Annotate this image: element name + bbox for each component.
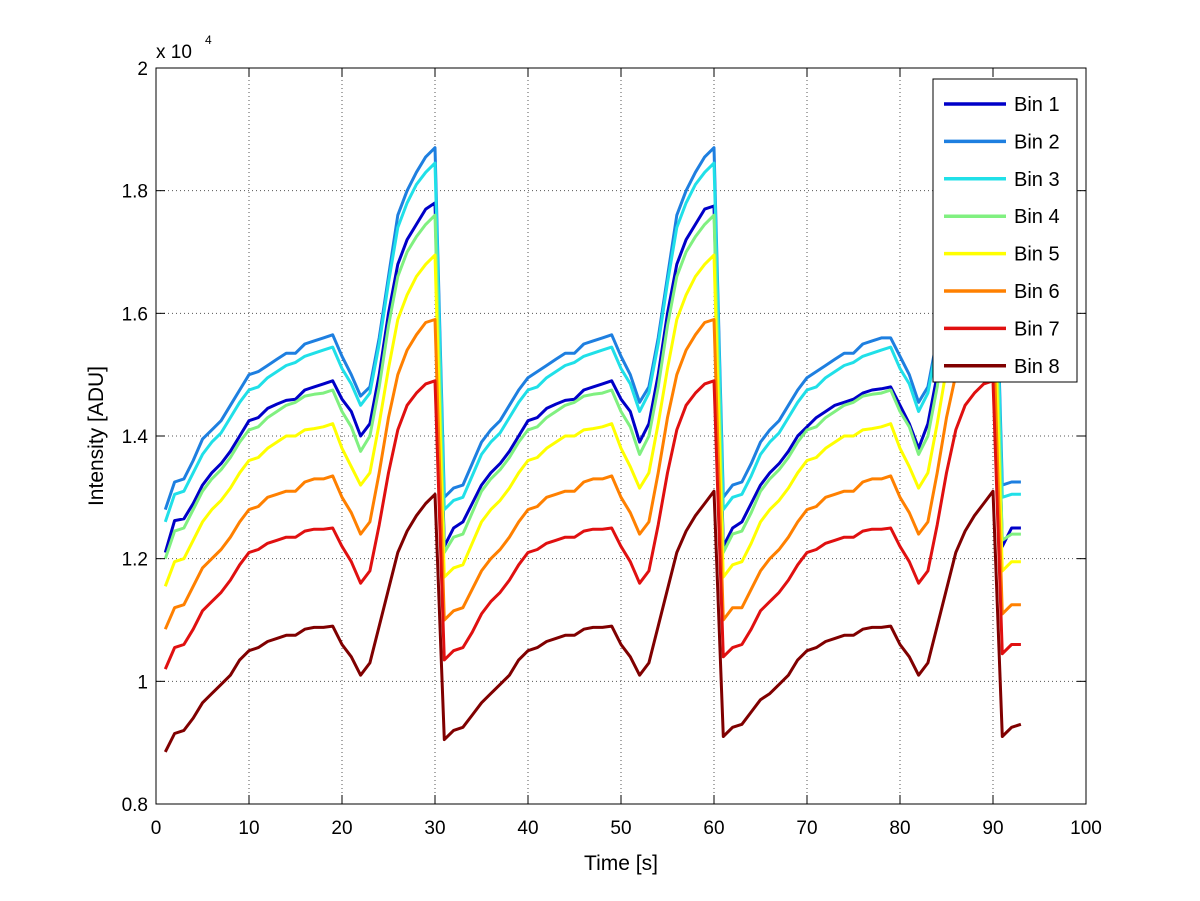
series-line-bin-8: [163, 489, 1022, 753]
series-line-bin-7: [163, 379, 1021, 670]
y-exponent-base: x 10: [156, 42, 192, 63]
x-tick-label: 10: [238, 818, 259, 839]
y-tick-label: 1.6: [122, 304, 148, 325]
y-axis-label: Intensity [ADU]: [85, 366, 108, 506]
grid-lines: [156, 68, 1086, 804]
x-tick-label: 80: [889, 818, 910, 839]
legend-label-bin-4: Bin 4: [1014, 206, 1060, 228]
y-tick-label: 1.4: [122, 427, 149, 448]
legend-label-bin-8: Bin 8: [1014, 356, 1060, 378]
x-tick-label: 20: [331, 818, 352, 839]
x-tick-label: 0: [151, 818, 162, 839]
series-line-bin-1: [163, 201, 1021, 553]
series-line-bin-4: [163, 213, 1021, 560]
y-tick-label: 1.8: [122, 182, 148, 203]
x-tick-label: 100: [1070, 818, 1102, 839]
x-tick-label: 30: [424, 818, 445, 839]
series-line-bin-3: [163, 161, 1021, 523]
x-tick-label: 90: [982, 818, 1003, 839]
y-tick-label: 0.8: [122, 795, 148, 816]
x-tick-label: 70: [796, 818, 817, 839]
x-tick-label: 50: [610, 818, 631, 839]
y-exponent-power: 4: [205, 33, 212, 47]
legend: Bin 1 Bin 2 Bin 3 Bin 4 Bin 5 Bin 6 Bin 7 Bin 8: [932, 78, 1078, 383]
legend-box: [932, 78, 1078, 383]
series-line-bin-6: [163, 318, 1021, 630]
legend-label-bin-7: Bin 7: [1014, 318, 1060, 340]
legend-label-bin-5: Bin 5: [1014, 244, 1060, 266]
x-tick-label: 40: [517, 818, 538, 839]
x-axis-label: Time [s]: [584, 852, 658, 875]
x-tick-label: 60: [703, 818, 724, 839]
legend-label-bin-1: Bin 1: [1014, 94, 1060, 116]
series-line-bin-2: [163, 146, 1021, 511]
y-tick-label: 2: [137, 59, 148, 80]
series-lines: [163, 146, 1022, 753]
series-line-bin-5: [163, 253, 1021, 587]
legend-label-bin-3: Bin 3: [1014, 169, 1060, 191]
legend-label-bin-6: Bin 6: [1014, 281, 1060, 303]
axis-ticks: 0 10 20 30 40 50 60 70 80 90 100 0.8 1 1.2 1.4 1.6 1.8 2: [122, 59, 1102, 839]
y-exponent-label: x 10 4: [156, 33, 212, 63]
y-tick-label: 1.2: [122, 550, 148, 571]
y-tick-label: 1: [137, 672, 148, 693]
legend-label-bin-2: Bin 2: [1014, 131, 1060, 153]
